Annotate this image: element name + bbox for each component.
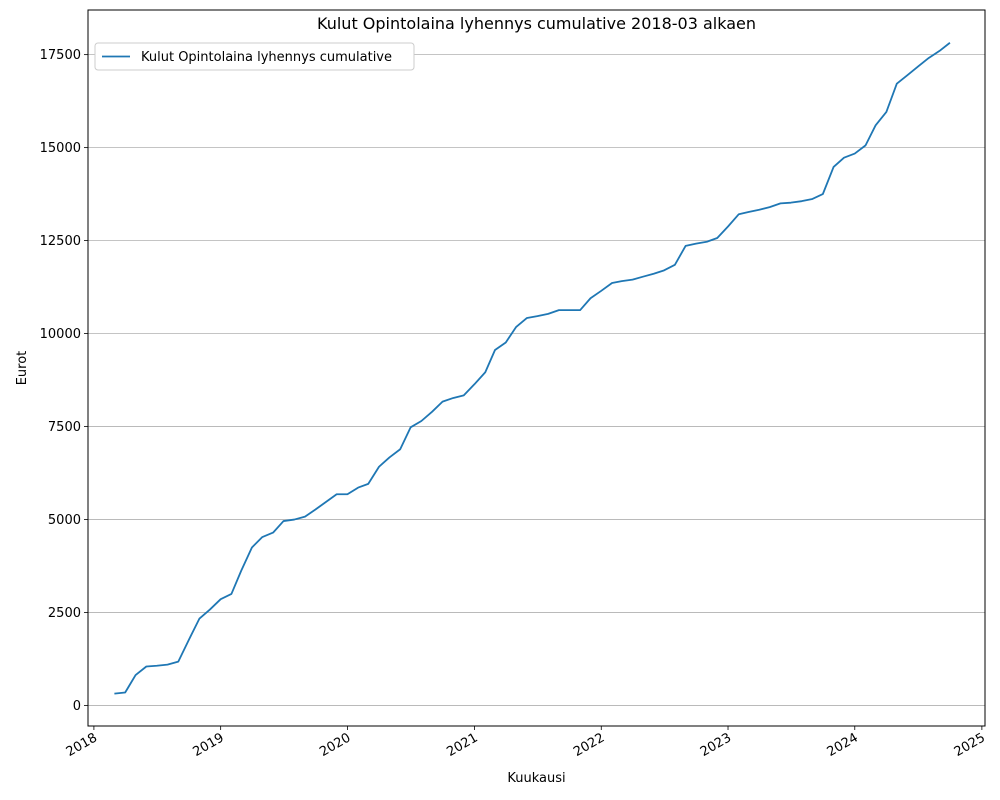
x-tick-label: 2021 xyxy=(444,730,480,760)
x-axis: 2018 2019 2020 2021 2022 2023 2024 2025 xyxy=(64,726,988,760)
x-tick-label: 2018 xyxy=(64,730,100,760)
y-tick-label: 2500 xyxy=(48,606,81,621)
x-tick-label: 2022 xyxy=(571,730,607,760)
legend-label: Kulut Opintolaina lyhennys cumulative xyxy=(141,50,392,65)
y-tick-label: 7500 xyxy=(48,420,81,435)
series-line xyxy=(114,42,951,695)
x-tick-label: 2020 xyxy=(317,730,353,760)
y-tick-label: 12500 xyxy=(40,234,81,249)
x-tick-label: 2024 xyxy=(825,730,861,760)
y-axis: 0 2500 5000 7500 10000 12500 15000 17500 xyxy=(40,48,88,714)
x-tick-label: 2019 xyxy=(190,730,226,760)
x-tick-label: 2023 xyxy=(698,730,734,760)
y-gridlines xyxy=(88,54,985,706)
y-tick-label: 5000 xyxy=(48,513,81,528)
y-tick-label: 17500 xyxy=(40,48,81,63)
legend: Kulut Opintolaina lyhennys cumulative xyxy=(94,42,415,71)
y-axis-label: Eurot xyxy=(15,351,30,386)
plot-frame xyxy=(87,9,986,727)
y-tick-label: 15000 xyxy=(40,141,81,156)
chart-title: Kulut Opintolaina lyhennys cumulative 20… xyxy=(317,14,756,33)
legend-box xyxy=(94,42,415,71)
x-tick-label: 2025 xyxy=(952,730,988,760)
x-axis-label: Kuukausi xyxy=(507,771,565,786)
y-tick-label: 0 xyxy=(73,699,81,714)
y-tick-label: 10000 xyxy=(40,327,81,342)
